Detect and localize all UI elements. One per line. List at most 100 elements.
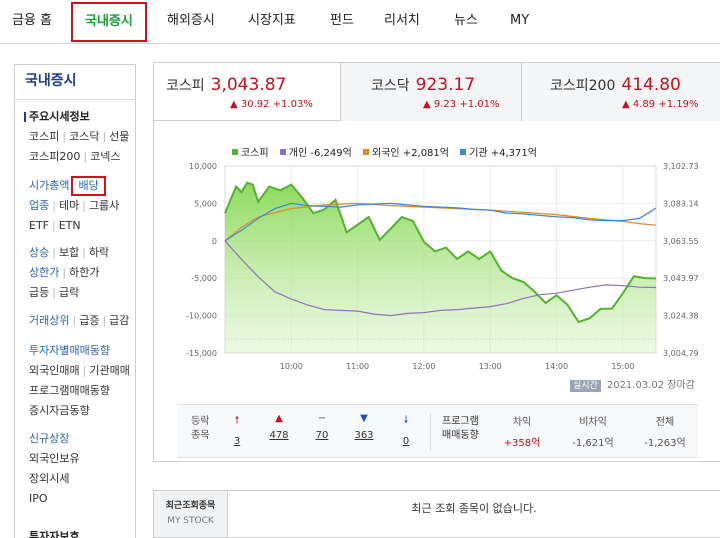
rise-count[interactable]: 478 <box>269 430 289 441</box>
sidebar-link-upper-limit[interactable]: 상한가 <box>29 266 60 279</box>
tab-change: 9.23 +1.01% <box>433 99 500 110</box>
sidebar-link-lower-limit[interactable]: 하한가 <box>69 266 100 279</box>
sidebar-link-volume-top[interactable]: 거래상위 <box>29 314 70 327</box>
tab-price: 923.17 <box>415 75 476 95</box>
chart-legend: 코스피 개인 -6,249억 외국인 +2,081억 기관 +4,371억 <box>232 144 545 159</box>
series-line-kospi <box>224 181 657 324</box>
x-tick-label: 11:00 <box>346 362 369 371</box>
main-quotes-heading: 주요시세정보 <box>29 110 90 123</box>
sidebar-link-kospi200[interactable]: 코스피200 <box>29 150 81 163</box>
status-bar: 실시간 2021.03.02 장마감 <box>570 376 695 392</box>
sidebar-link-etn[interactable]: ETN <box>58 219 81 232</box>
y-tick-label-right: 3,024.38 <box>663 312 699 321</box>
my-stock-label[interactable]: MY STOCK <box>167 516 214 526</box>
program-label: 매매동향 <box>442 430 479 441</box>
sidebar-link-etf[interactable]: ETF <box>29 219 49 232</box>
realtime-badge[interactable]: 실시간 <box>570 380 601 392</box>
sidebar-link-foreign-holding[interactable]: 외국인보유 <box>29 452 80 465</box>
legend-label: 기관 +4,371억 <box>469 148 537 159</box>
nav-research[interactable]: 리서치 <box>384 13 420 28</box>
recent-empty-message: 최근 조회 종목이 없습니다. <box>411 502 537 515</box>
upper-limit-count[interactable]: 3 <box>233 436 241 447</box>
tab-name: 코스피 <box>166 78 205 94</box>
y-tick-label-left: -15,000 <box>186 349 217 358</box>
nav-market-indicators[interactable]: 시장지표 <box>248 13 296 28</box>
fall-count[interactable]: 363 <box>354 430 374 441</box>
sidebar: 국내증시 주요시세정보 코스피 | 코스닥 | 선물 코스피200 | 코넥스 시가총액 배당… <box>14 64 136 538</box>
tab-kospi[interactable]: 코스피 3,043.87 ▲ 30.92 +1.03% <box>166 75 313 110</box>
sidebar-title: 국내증시 <box>15 65 135 100</box>
sidebar-link-investor-protection[interactable]: 투자자보호 <box>29 530 80 538</box>
legend-swatch <box>363 149 369 155</box>
sidebar-link-sector[interactable]: 업종 <box>29 199 50 212</box>
legend-institution: 기관 +4,371억 <box>460 148 537 159</box>
sidebar-link-program-trade[interactable]: 프로그램매매동향 <box>29 384 110 397</box>
tab-price: 3,043.87 <box>210 75 287 95</box>
fall-icon: ▼ <box>360 413 368 424</box>
sidebar-link-konex[interactable]: 코넥스 <box>90 150 121 163</box>
x-tick-label: 10:00 <box>280 362 303 371</box>
nav-finance-home[interactable]: 금융 홈 <box>12 13 53 28</box>
sidebar-link-surge[interactable]: 급등 <box>29 286 50 299</box>
index-tabs: 코스피 3,043.87 ▲ 30.92 +1.03% 코스닥 923.17 ▲ 9… <box>154 63 720 121</box>
x-tick-label: 12:00 <box>412 362 435 371</box>
nav-fund[interactable]: 펀드 <box>330 13 354 28</box>
sidebar-link-flat[interactable]: 보합 <box>58 246 80 259</box>
tab-name: 코스피200 <box>550 78 616 94</box>
tab-price: 414.80 <box>621 75 681 95</box>
sidebar-link-volume-decrease[interactable]: 급감 <box>109 314 130 327</box>
tab-kospi200[interactable]: 코스피200 414.80 ▲ 4.89 +1.19% <box>521 63 720 121</box>
sidebar-link-kosdaq[interactable]: 코스닥 <box>69 130 100 143</box>
upper-limit-icon: 🠕 <box>234 415 240 426</box>
program-head-non-arbitrage: 비차익 <box>579 417 607 428</box>
nav-my[interactable]: MY <box>510 13 530 28</box>
sidebar-link-foreign-trade[interactable]: 외국인매매 <box>29 364 80 377</box>
y-tick-label-right: 3,102.73 <box>663 162 699 171</box>
program-non-arbitrage-value: -1,621억 <box>572 438 614 449</box>
legend-swatch <box>232 149 238 155</box>
sidebar-link-volume-increase[interactable]: 급증 <box>79 314 100 327</box>
y-tick-label-right: 3,083.14 <box>663 199 699 208</box>
program-total-value: -1,263억 <box>644 438 686 449</box>
y-tick-label-left: -5,000 <box>191 274 217 283</box>
tab-change: 4.89 +1.19% <box>632 99 699 110</box>
sidebar-link-investor-trend[interactable]: 투자자별매매동향 <box>29 344 110 357</box>
sidebar-link-plunge[interactable]: 급락 <box>58 286 80 299</box>
sidebar-link-new-listing[interactable]: 신규상장 <box>29 432 70 445</box>
legend-label: 개인 -6,249억 <box>288 148 352 159</box>
sidebar-link-group[interactable]: 그룹사 <box>88 199 120 212</box>
y-tick-label-right: 3,063.55 <box>663 237 699 246</box>
legend-swatch <box>460 149 467 155</box>
nav-domestic-market[interactable]: 국내증시 <box>71 2 147 42</box>
y-tick-label-right: 3,004.79 <box>663 349 699 358</box>
tab-name: 코스닥 <box>371 78 410 94</box>
market-breadth-panel: 등락 종목 🠕 3 ▲ 478 − 70 ▼ 363 🠗 0 프로그램 매매동향… <box>177 404 698 458</box>
sidebar-link-rise[interactable]: 상승 <box>29 246 50 259</box>
sidebar-link-market-cap[interactable]: 시가총액 <box>29 179 70 192</box>
sidebar-link-fall[interactable]: 하락 <box>88 246 110 259</box>
sidebar-link-theme[interactable]: 테마 <box>58 199 80 212</box>
program-head-total: 전체 <box>655 417 675 428</box>
top-navigation: 금융 홈 국내증시 해외증시 시장지표 펀드 리서치 뉴스 MY <box>0 0 720 44</box>
sidebar-link-futures[interactable]: 선물 <box>109 130 130 143</box>
sidebar-link-otc[interactable]: 장외시세 <box>29 472 70 485</box>
nav-news[interactable]: 뉴스 <box>454 13 478 28</box>
program-head-arbitrage: 차익 <box>512 417 532 428</box>
legend-kospi: 코스피 <box>232 148 269 159</box>
divider <box>430 413 431 451</box>
sidebar-link-kospi[interactable]: 코스피 <box>29 130 60 143</box>
recent-label: 최근조회종목 <box>165 501 216 511</box>
flat-icon: − <box>317 413 327 424</box>
nav-overseas-market[interactable]: 해외증시 <box>167 13 215 28</box>
sidebar-link-institution-trade[interactable]: 기관매매 <box>89 364 130 377</box>
sidebar-link-dividend[interactable]: 배당 <box>71 176 106 196</box>
recent-stocks-panel: 최근조회종목 MY STOCK 최근 조회 종목이 없습니다. <box>153 490 720 538</box>
sidebar-link-deposit[interactable]: 증시자금동향 <box>29 404 90 417</box>
flat-count[interactable]: 70 <box>315 430 329 441</box>
y-tick-label-left: 0 <box>212 237 217 246</box>
lower-limit-count[interactable]: 0 <box>402 436 410 447</box>
y-tick-label-left: 10,000 <box>189 162 217 171</box>
tab-kosdaq[interactable]: 코스닥 923.17 ▲ 9.23 +1.01% <box>340 63 521 121</box>
legend-individual: 개인 -6,249억 <box>279 148 352 159</box>
sidebar-link-ipo[interactable]: IPO <box>29 492 48 505</box>
